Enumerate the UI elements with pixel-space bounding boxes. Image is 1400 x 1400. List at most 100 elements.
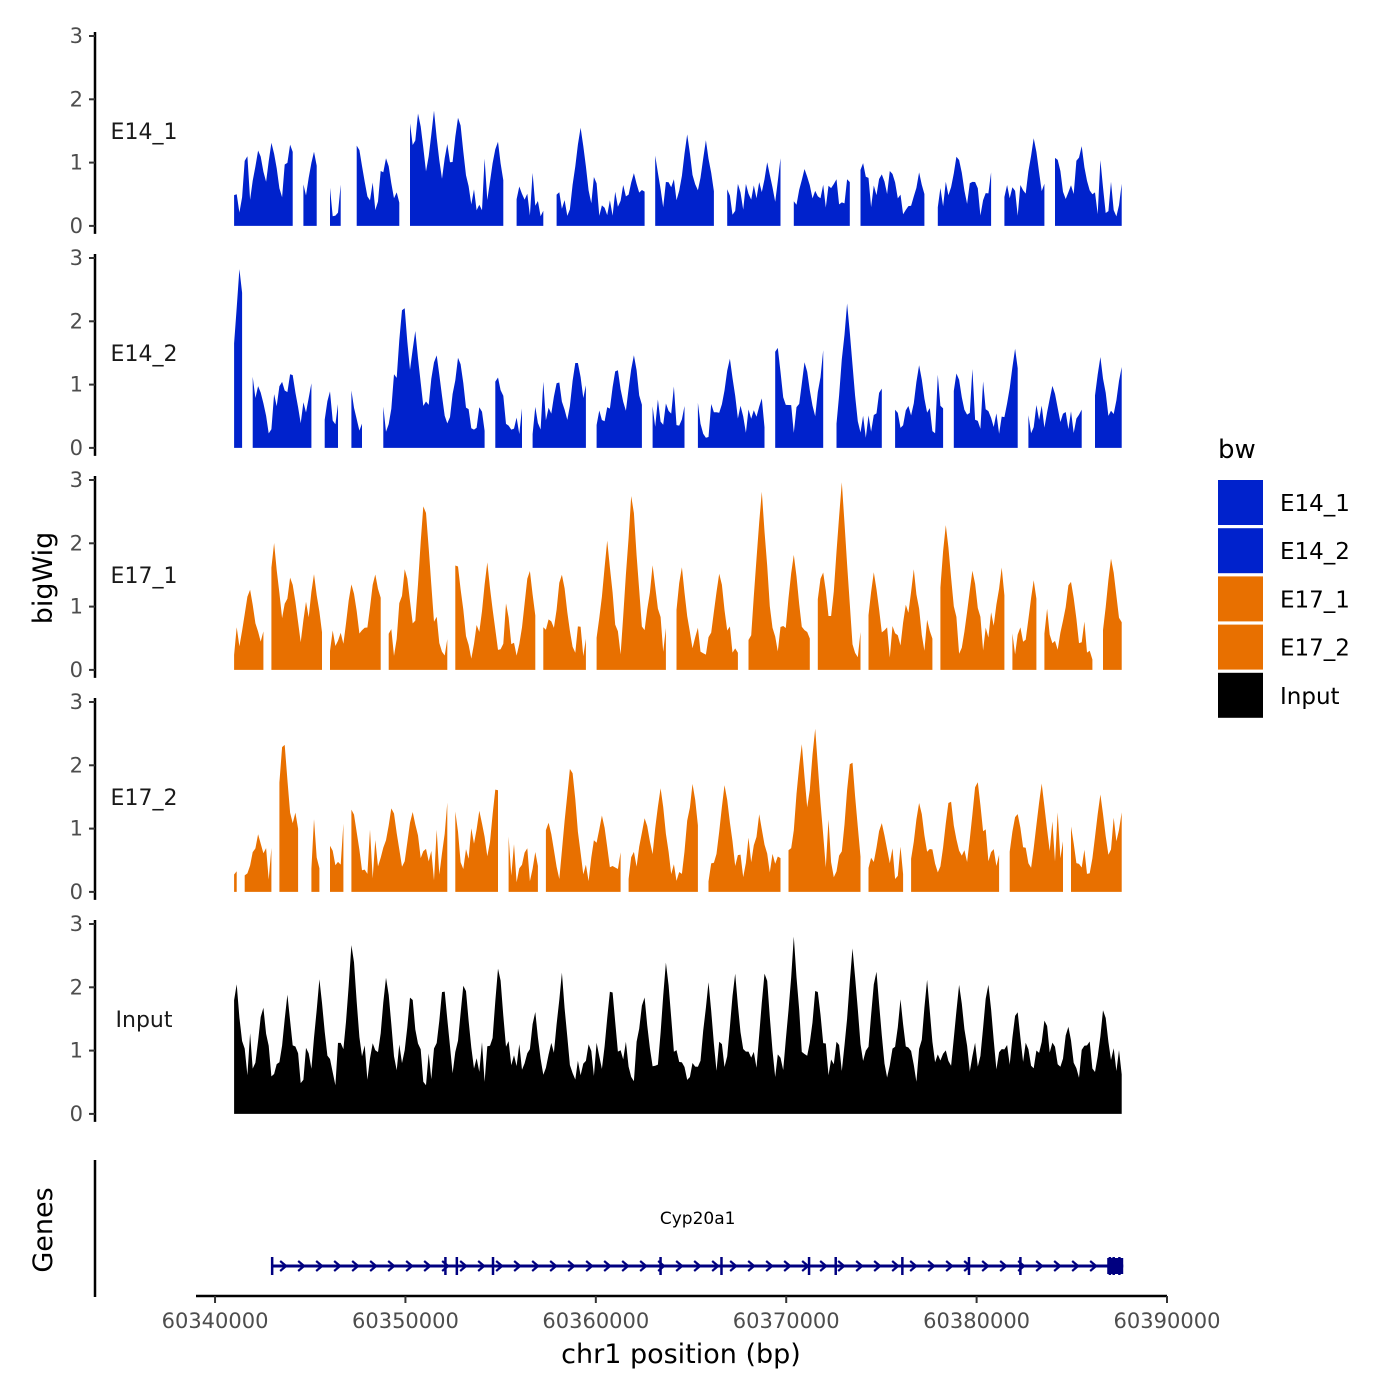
signal-area [330,184,341,226]
signal-area [868,569,933,670]
signal-area [937,156,992,226]
genes-panel: Genes Cyp20a1 [28,1160,1124,1297]
signal-area [556,127,645,226]
track-e17-2: 0 1 2 3 E17_2 [70,690,1122,904]
signal-area [383,308,485,448]
y-tick-label: 3 [70,912,83,936]
signal-area [279,744,299,892]
signal-area [727,158,781,226]
signal-area [868,823,904,892]
signal-area [817,482,861,670]
signal-area [596,355,642,448]
x-tick-label: 60380000 [923,1309,1030,1333]
signal-area [748,491,810,670]
strand-arrow [819,1260,828,1272]
signal-area [311,819,320,892]
x-tick-label: 60360000 [542,1309,649,1333]
signal-area [1095,357,1122,448]
strand-arrow [747,1260,756,1272]
signal-area [788,728,861,892]
signal-area [330,823,344,892]
strand-arrow [1089,1260,1098,1272]
y-tick-label: 0 [70,436,83,460]
y-tick-label: 1 [70,373,83,397]
strand-arrow [297,1260,306,1272]
strand-arrow [765,1260,774,1272]
y-tick-label: 2 [70,753,83,777]
track-label: E14_1 [111,120,178,145]
y-tick-label: 1 [70,151,83,175]
strand-arrow [531,1260,540,1272]
legend-swatch [1218,528,1263,574]
legend-swatch [1218,480,1263,525]
strand-arrow [729,1260,738,1272]
signal-area [708,785,781,892]
strand-arrow [405,1260,414,1272]
y-tick-label: 2 [70,87,83,111]
signal-area [1071,794,1122,892]
x-axis-title: chr1 position (bp) [561,1339,801,1370]
signal-area [860,163,925,226]
signal-area [495,377,522,448]
track-e14-2: 0 1 2 3 E14_2 [70,246,1122,460]
signal-area [532,363,586,448]
strand-arrow [945,1260,954,1272]
strand-arrow [369,1260,378,1272]
signal-area [1012,580,1037,670]
y-tick-label: 0 [70,214,83,238]
legend-label: E14_1 [1280,491,1350,517]
gene-name-label: Cyp20a1 [660,1209,736,1229]
genes-panel-title: Genes [28,1187,59,1272]
strand-arrow [1035,1260,1044,1272]
signal-area [940,525,1005,670]
y-tick-label: 0 [70,880,83,904]
signal-area [356,145,400,226]
signal-area [775,347,824,448]
legend-swatch [1218,624,1263,670]
strand-arrow [621,1260,630,1272]
legend-swatch [1218,672,1263,718]
strand-arrow [999,1260,1008,1272]
signal-area [234,936,1122,1114]
strand-arrow [1071,1260,1080,1272]
strand-arrow [711,1260,720,1272]
legend-label: E14_2 [1280,539,1350,565]
signal-area [234,589,264,670]
track-label: E17_1 [111,564,178,589]
strand-arrow [783,1260,792,1272]
signal-area [455,789,498,892]
x-tick-label: 60370000 [733,1309,840,1333]
x-tick-label: 60350000 [352,1309,459,1333]
signal-area [543,574,586,670]
signal-area [351,390,362,448]
strand-arrow [837,1260,846,1272]
y-tick-label: 0 [70,1102,83,1126]
signal-area [953,348,1018,448]
y-tick-label: 1 [70,595,83,619]
strand-arrow [693,1260,702,1272]
strand-arrow [333,1260,342,1272]
track-label: Input [116,1008,173,1033]
y-tick-label: 2 [70,975,83,999]
signal-area [596,496,666,670]
signal-area [628,783,698,892]
y-tick-label: 2 [70,531,83,555]
track-label: E14_2 [111,342,178,367]
strand-arrow [909,1260,918,1272]
signal-area [234,142,293,226]
legend-label: E17_2 [1280,636,1350,662]
legend-swatch [1218,576,1263,622]
y-tick-label: 2 [70,309,83,333]
legend: bw E14_1 E14_2 E17_1 E17_2 Input [1218,435,1350,718]
strand-arrow [351,1260,360,1272]
strand-arrow [495,1260,504,1272]
strand-arrow [549,1260,558,1272]
signal-area [1103,558,1122,670]
signal-area [234,269,243,448]
y-tick-label: 3 [70,24,83,48]
strand-arrow [873,1260,882,1272]
signal-area [836,303,882,448]
legend-label: E17_1 [1280,587,1350,613]
strand-arrow [603,1260,612,1272]
signal-area [1055,146,1122,226]
